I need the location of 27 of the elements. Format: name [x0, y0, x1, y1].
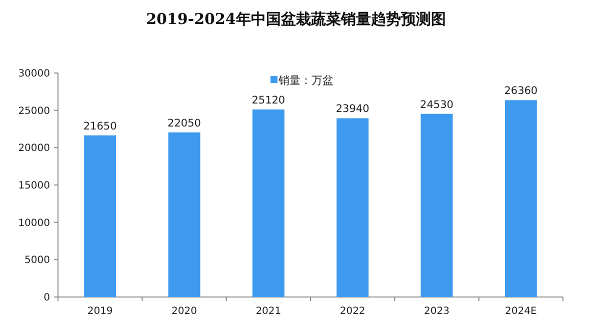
bar	[168, 132, 200, 297]
y-tick-label: 30000	[18, 68, 50, 80]
bar	[252, 109, 284, 297]
y-tick-label: 20000	[18, 143, 50, 154]
y-tick-label: 15000	[18, 180, 50, 192]
data-label: 26360	[504, 85, 538, 98]
y-tick-label: 25000	[18, 106, 50, 117]
data-label: 25120	[252, 94, 286, 106]
data-label: 22050	[168, 117, 201, 130]
x-tick-label: 2019	[87, 306, 113, 317]
chart-title: 2019-2024年中国盆栽蔬菜销量趋势预测图	[146, 10, 446, 28]
bar	[420, 114, 453, 297]
x-tick-label: 2021	[256, 306, 282, 317]
y-tick-label: 0	[44, 292, 50, 304]
data-label: 24530	[420, 98, 454, 111]
x-tick-label: 2020	[172, 306, 197, 317]
bar	[504, 100, 537, 297]
bar	[84, 135, 116, 297]
y-tick-label: 10000	[18, 218, 50, 229]
bar	[336, 118, 369, 297]
x-tick-label: 2023	[424, 306, 450, 317]
legend-label: 销量：万盆	[278, 74, 334, 87]
data-label: 23940	[336, 103, 370, 116]
x-tick-label: 2024E	[505, 306, 537, 317]
y-tick-label: 5000	[24, 255, 50, 266]
x-tick-label: 2022	[340, 306, 366, 317]
data-label: 21650	[83, 120, 117, 132]
